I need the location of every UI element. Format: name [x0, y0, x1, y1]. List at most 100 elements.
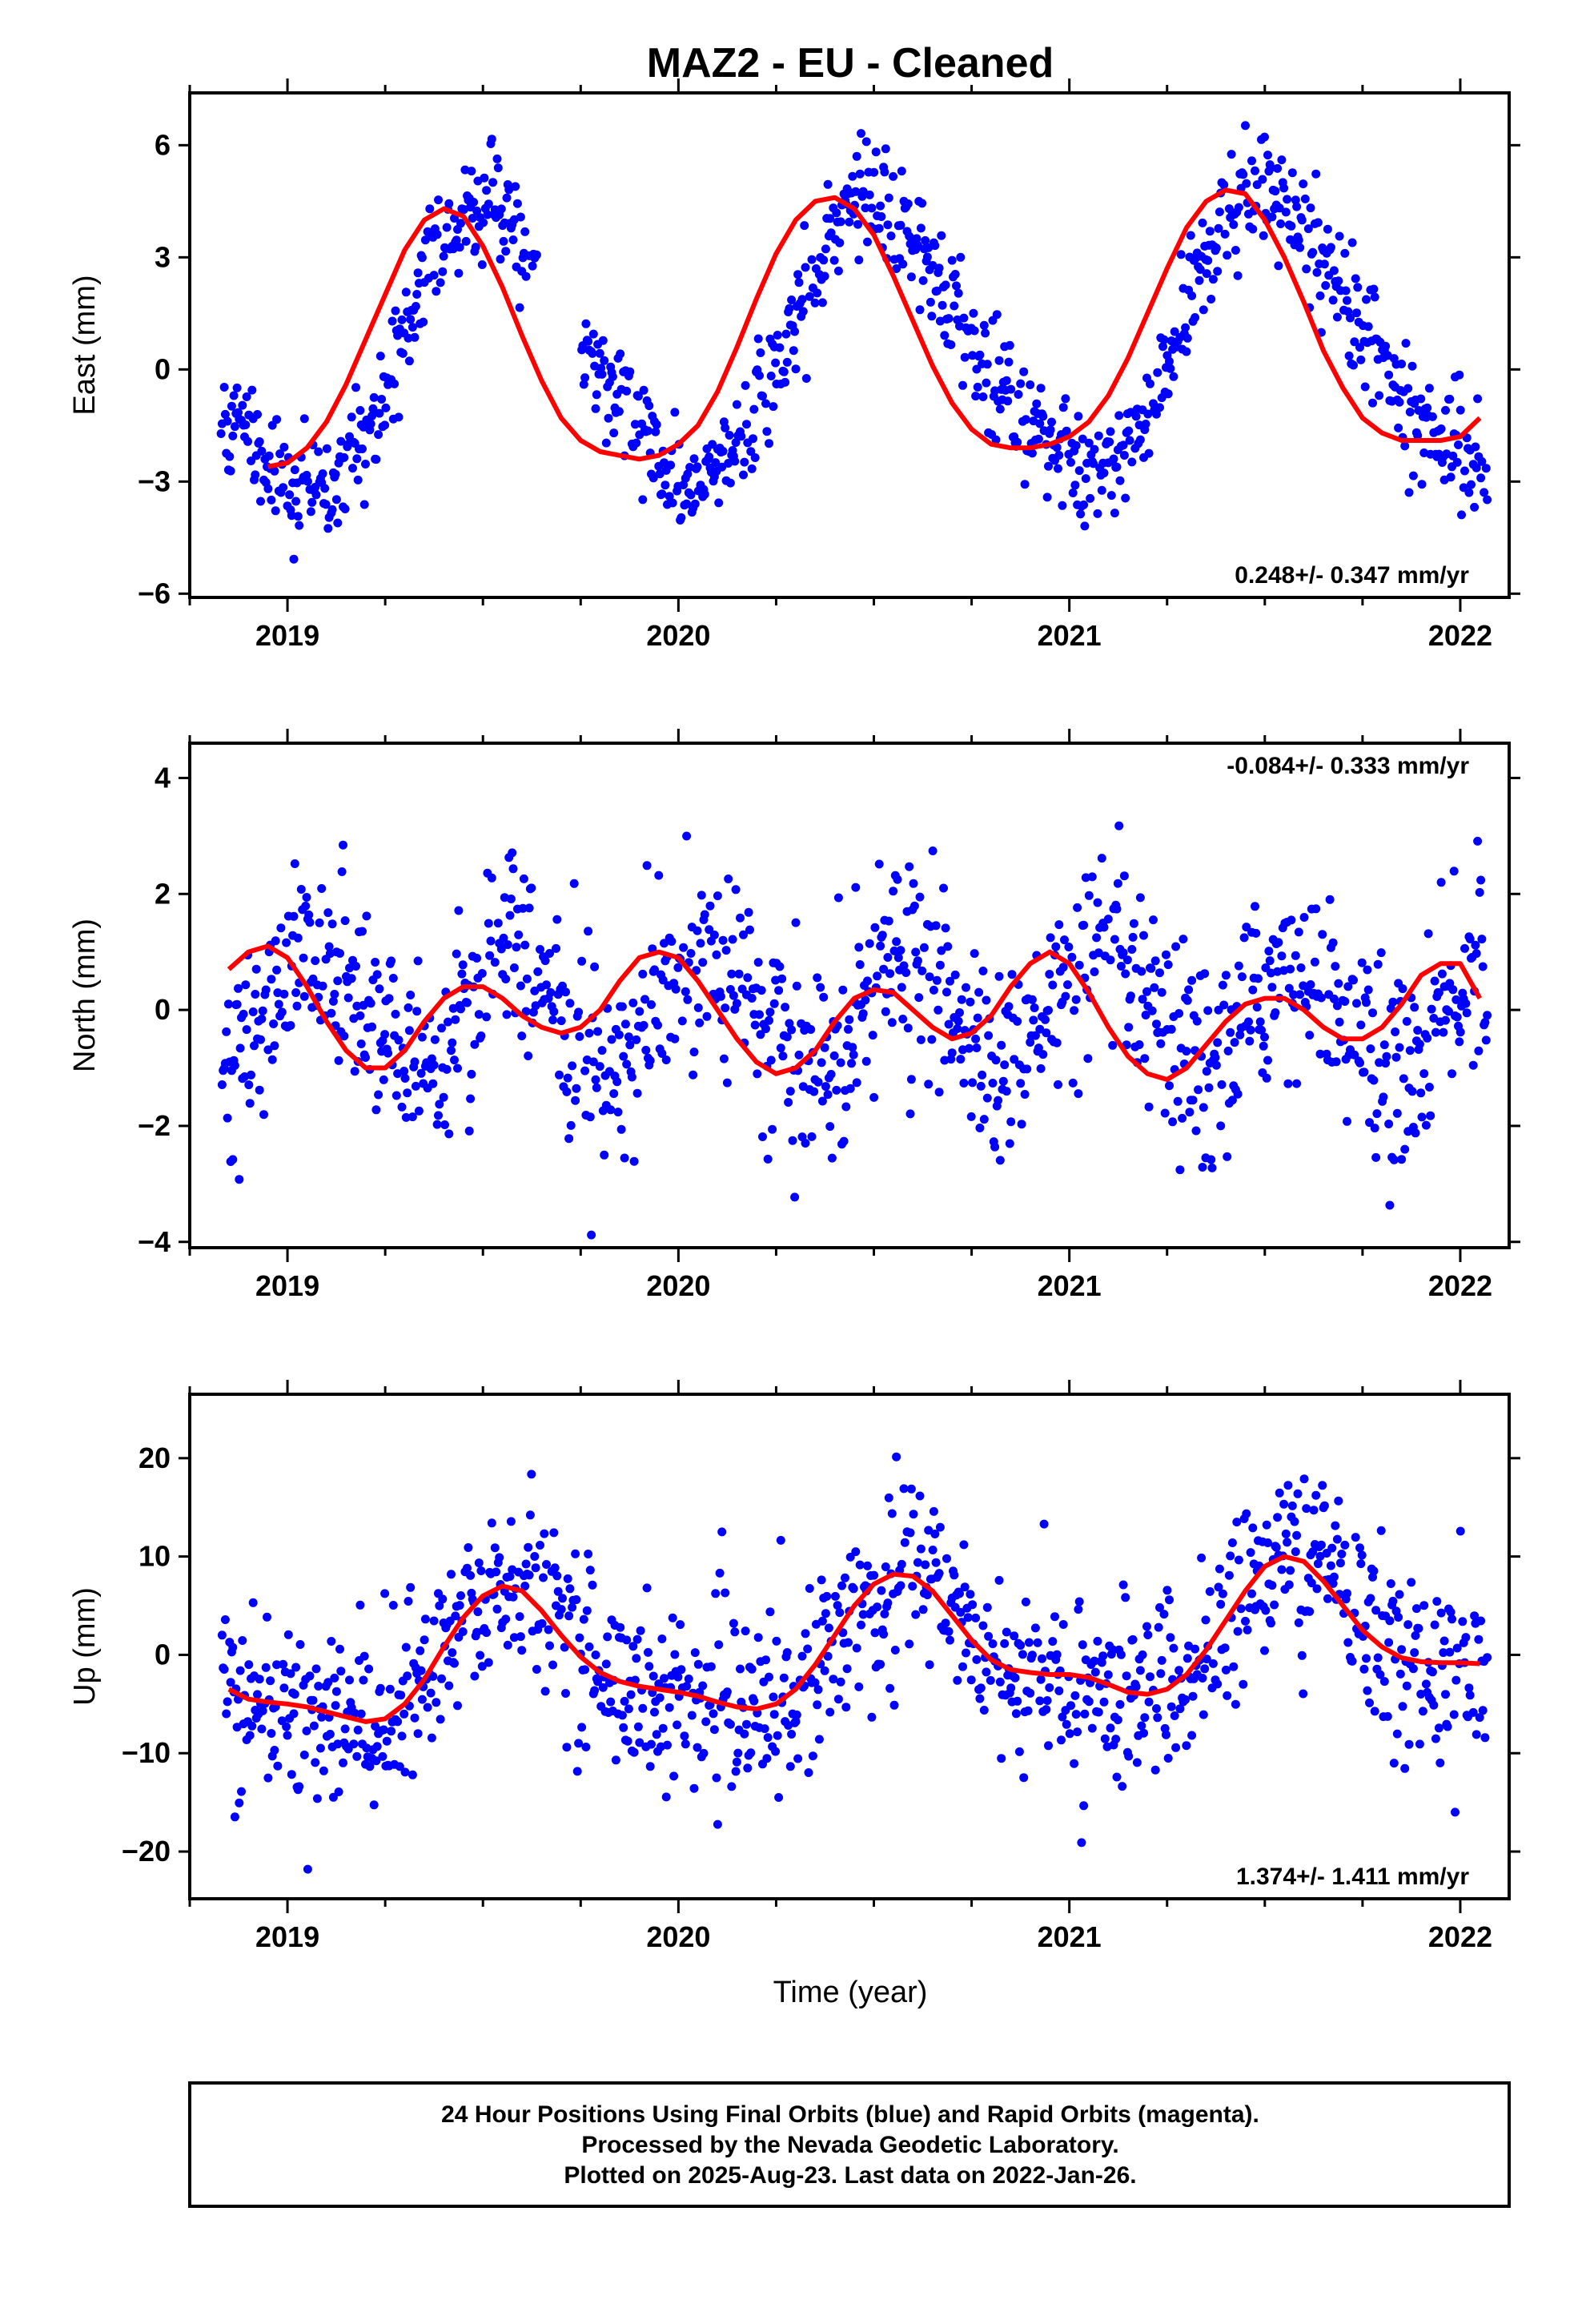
data-point — [1231, 1699, 1240, 1709]
data-point — [1013, 1016, 1022, 1026]
data-point — [657, 1634, 667, 1643]
data-point — [238, 400, 247, 410]
data-point — [787, 1025, 797, 1035]
data-point — [966, 997, 975, 1007]
footer-line-2: Processed by the Nevada Geodetic Laborat… — [581, 2132, 1118, 2158]
data-point — [315, 918, 324, 927]
data-point — [1478, 1706, 1488, 1715]
data-point — [1013, 437, 1022, 447]
data-point — [1404, 1739, 1414, 1749]
data-point — [250, 1041, 259, 1051]
data-point — [889, 171, 898, 181]
data-point — [771, 358, 781, 368]
data-point — [970, 326, 979, 336]
data-point — [1392, 1108, 1402, 1118]
data-point — [282, 938, 291, 947]
data-point — [807, 255, 817, 264]
data-point — [810, 1678, 820, 1687]
data-point — [1313, 218, 1323, 227]
data-point — [769, 1692, 778, 1702]
data-point — [548, 1015, 557, 1025]
data-point — [922, 1590, 932, 1599]
data-point — [997, 1754, 1006, 1763]
data-point — [1413, 431, 1423, 440]
data-point — [1170, 1711, 1179, 1720]
data-point — [960, 352, 970, 362]
data-point — [365, 1762, 375, 1771]
data-point — [1369, 1566, 1379, 1576]
data-point — [379, 1075, 388, 1084]
data-point — [335, 949, 344, 958]
data-point — [1376, 948, 1386, 958]
data-point — [223, 1697, 232, 1707]
data-point — [742, 1719, 751, 1729]
data-point — [1418, 1707, 1427, 1716]
data-point — [913, 956, 922, 966]
data-point — [1024, 1638, 1034, 1647]
data-point — [530, 1552, 540, 1561]
data-point — [1432, 1597, 1442, 1606]
data-point — [652, 1730, 661, 1739]
data-point — [793, 1754, 803, 1763]
data-point — [1140, 1713, 1150, 1723]
data-point — [619, 1723, 628, 1732]
data-point — [676, 1620, 685, 1630]
data-point — [274, 999, 283, 1009]
data-point — [352, 1751, 362, 1761]
data-point — [693, 1003, 703, 1012]
data-point — [632, 1634, 642, 1644]
data-point — [369, 1800, 379, 1810]
data-point — [282, 1722, 291, 1731]
data-point — [588, 1057, 598, 1067]
data-point — [700, 489, 709, 499]
data-point — [807, 1132, 817, 1141]
data-point — [1277, 1565, 1287, 1574]
data-point — [677, 1016, 687, 1026]
data-point — [437, 1674, 446, 1683]
data-point — [306, 507, 315, 517]
data-point — [1480, 488, 1489, 497]
data-point — [482, 1012, 492, 1022]
data-point — [1452, 457, 1462, 467]
data-point — [1074, 960, 1084, 970]
data-point — [1357, 958, 1367, 967]
data-point — [472, 954, 482, 963]
data-point — [556, 1605, 566, 1614]
data-point — [339, 1031, 349, 1041]
data-point — [1446, 1607, 1456, 1617]
data-point — [1439, 1636, 1449, 1646]
data-point — [867, 203, 877, 213]
data-point — [1090, 1656, 1099, 1666]
data-point — [241, 980, 251, 990]
data-point — [335, 1644, 344, 1654]
data-point — [502, 193, 512, 203]
data-point — [256, 497, 265, 506]
data-point — [1267, 1618, 1275, 1628]
data-point — [743, 1763, 753, 1773]
data-point — [611, 1755, 620, 1765]
data-point — [425, 204, 435, 214]
data-point — [565, 1584, 575, 1594]
data-point — [679, 480, 689, 489]
data-point — [883, 1598, 893, 1608]
data-point — [1391, 1052, 1401, 1062]
data-point — [455, 1601, 464, 1610]
data-point — [516, 981, 525, 991]
data-point — [1424, 1083, 1434, 1092]
data-point — [617, 1711, 627, 1720]
data-point — [1439, 1648, 1448, 1658]
data-point — [1251, 928, 1261, 938]
data-point — [434, 1111, 443, 1120]
data-point — [1247, 156, 1256, 166]
data-point — [689, 454, 699, 464]
data-point — [739, 930, 748, 939]
data-point — [279, 483, 288, 493]
data-point — [247, 385, 257, 395]
data-point — [592, 390, 601, 400]
data-point — [689, 1047, 699, 1057]
data-point — [590, 1686, 600, 1695]
data-point — [367, 411, 377, 420]
data-point — [1388, 1596, 1398, 1606]
data-point — [404, 1026, 414, 1035]
data-point — [1182, 333, 1192, 343]
